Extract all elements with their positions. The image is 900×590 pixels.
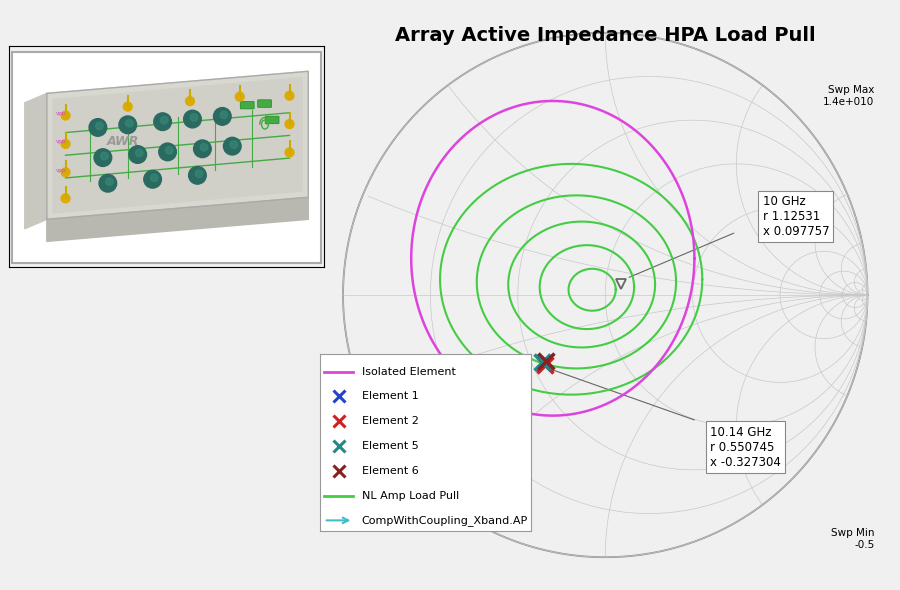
FancyBboxPatch shape bbox=[257, 100, 272, 107]
Circle shape bbox=[230, 141, 238, 148]
Circle shape bbox=[200, 143, 208, 151]
Text: vpp: vpp bbox=[56, 168, 67, 173]
Text: 10.14 GHz
r 0.550745
x -0.327304: 10.14 GHz r 0.550745 x -0.327304 bbox=[710, 425, 781, 468]
Circle shape bbox=[160, 116, 168, 124]
Text: Element 5: Element 5 bbox=[362, 441, 418, 451]
Text: Swp Max
1.4e+010: Swp Max 1.4e+010 bbox=[823, 86, 874, 107]
Polygon shape bbox=[47, 71, 308, 219]
Circle shape bbox=[99, 175, 117, 192]
Circle shape bbox=[213, 107, 231, 125]
FancyBboxPatch shape bbox=[13, 53, 321, 264]
Circle shape bbox=[194, 140, 212, 158]
Circle shape bbox=[119, 116, 137, 133]
Circle shape bbox=[220, 111, 228, 119]
Circle shape bbox=[61, 168, 70, 176]
FancyBboxPatch shape bbox=[266, 116, 279, 124]
Text: Element 6: Element 6 bbox=[362, 466, 418, 476]
Circle shape bbox=[285, 120, 294, 129]
Text: Element 2: Element 2 bbox=[362, 417, 418, 426]
Circle shape bbox=[89, 119, 107, 136]
Text: Isolated Element: Isolated Element bbox=[362, 367, 455, 376]
Circle shape bbox=[125, 119, 133, 127]
Circle shape bbox=[154, 113, 171, 130]
Circle shape bbox=[61, 194, 70, 203]
Circle shape bbox=[94, 149, 112, 166]
Circle shape bbox=[190, 114, 198, 122]
Circle shape bbox=[101, 152, 108, 160]
Circle shape bbox=[95, 122, 104, 130]
Circle shape bbox=[185, 97, 194, 106]
Circle shape bbox=[105, 178, 113, 185]
Circle shape bbox=[195, 170, 203, 178]
Circle shape bbox=[123, 102, 132, 111]
Circle shape bbox=[129, 146, 147, 163]
Circle shape bbox=[184, 110, 202, 128]
Polygon shape bbox=[47, 197, 308, 241]
Circle shape bbox=[166, 146, 173, 154]
Circle shape bbox=[189, 166, 206, 184]
Text: NL Amp Load Pull: NL Amp Load Pull bbox=[362, 491, 459, 500]
Text: Array Active Impedance HPA Load Pull: Array Active Impedance HPA Load Pull bbox=[395, 26, 815, 45]
Text: vpp: vpp bbox=[56, 111, 67, 116]
Text: vpp: vpp bbox=[56, 139, 67, 145]
Circle shape bbox=[61, 139, 70, 148]
Circle shape bbox=[158, 143, 176, 160]
Text: CompWithCoupling_Xband.AP: CompWithCoupling_Xband.AP bbox=[362, 515, 528, 526]
Polygon shape bbox=[25, 93, 47, 229]
Text: AWR: AWR bbox=[106, 135, 139, 148]
Circle shape bbox=[285, 91, 294, 100]
Circle shape bbox=[61, 111, 70, 120]
Polygon shape bbox=[53, 78, 302, 213]
Circle shape bbox=[285, 148, 294, 157]
Text: Element 1: Element 1 bbox=[362, 392, 418, 401]
Circle shape bbox=[144, 171, 161, 188]
Circle shape bbox=[150, 174, 158, 182]
Text: 10 GHz
r 1.12531
x 0.097757: 10 GHz r 1.12531 x 0.097757 bbox=[762, 195, 829, 238]
Circle shape bbox=[235, 92, 244, 101]
FancyBboxPatch shape bbox=[240, 101, 254, 109]
Circle shape bbox=[136, 149, 143, 157]
Circle shape bbox=[223, 137, 241, 155]
Text: Swp Min
-0.5: Swp Min -0.5 bbox=[831, 528, 874, 550]
